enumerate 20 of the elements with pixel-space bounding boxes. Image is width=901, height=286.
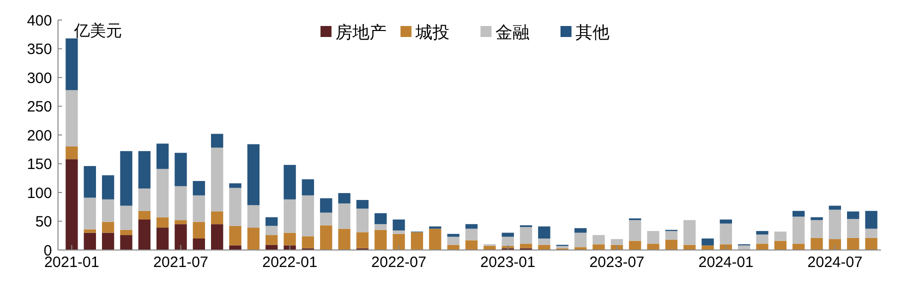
legend-label: 其他 xyxy=(576,22,610,42)
x-tick-label: 2022-01 xyxy=(262,254,318,271)
x-tick-label: 2023-07 xyxy=(589,254,644,271)
y-tick-label: 250 xyxy=(26,98,52,116)
y-tick-label: 100 xyxy=(26,184,52,202)
legend-label: 房地产 xyxy=(336,22,386,42)
x-tick-label: 2024-01 xyxy=(698,254,754,271)
y-tick-label: 50 xyxy=(35,214,52,230)
y-tick-label: 400 xyxy=(26,12,52,30)
legend-label: 金融 xyxy=(496,22,530,42)
x-tick-label: 2024-07 xyxy=(807,254,862,271)
y-tick-label: 200 xyxy=(26,127,52,144)
y-tick-label: 300 xyxy=(26,70,52,87)
y-tick-label: 350 xyxy=(26,41,52,58)
x-tick-label: 2022-07 xyxy=(371,254,426,271)
y-tick-label: 150 xyxy=(26,156,52,173)
legend-label: 城投 xyxy=(414,22,450,42)
y-axis-title: 亿美元 xyxy=(73,22,122,40)
x-tick-label: 2023-01 xyxy=(480,254,536,271)
x-tick-label: 2021-07 xyxy=(153,254,208,271)
